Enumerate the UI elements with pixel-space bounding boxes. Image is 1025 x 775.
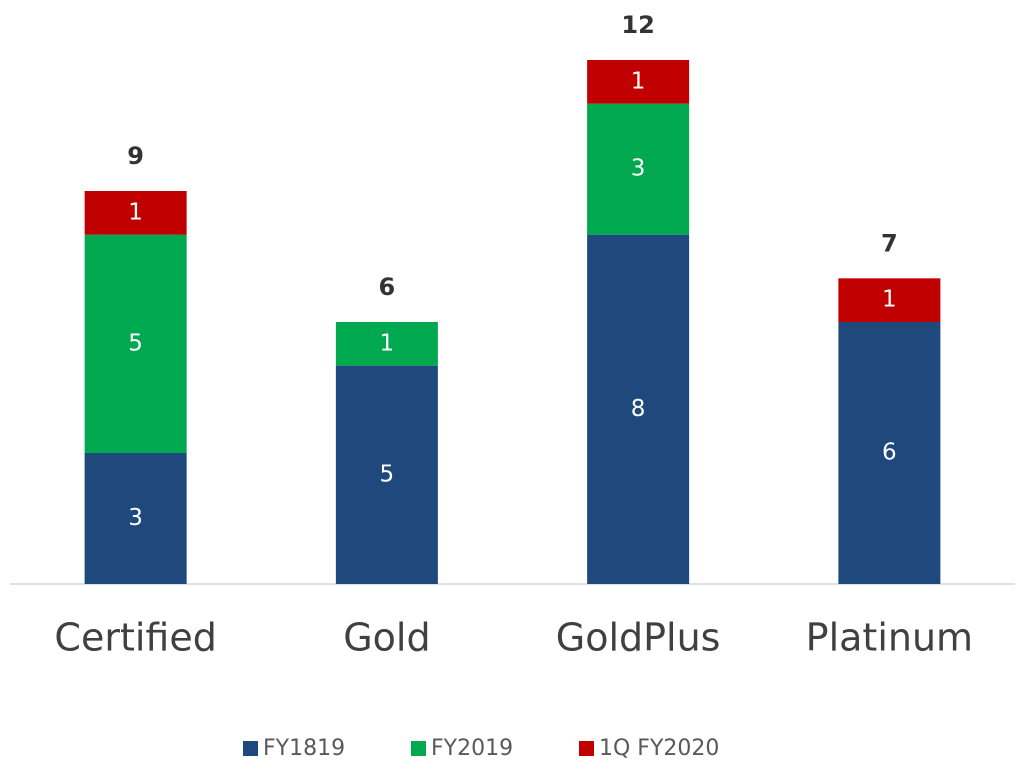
bar-segment [335, 322, 438, 366]
total-label: 6 [379, 273, 396, 301]
x-tick-label: GoldPlus [556, 616, 721, 660]
bar-segment [838, 322, 941, 584]
value-label: 1 [380, 330, 395, 356]
value-label: 8 [631, 396, 646, 422]
legend-swatch [579, 741, 594, 756]
bar-segment [84, 234, 187, 453]
total-label: 12 [621, 11, 654, 39]
value-label: 5 [380, 461, 395, 487]
bar-segment [84, 191, 187, 235]
legend-label: 1Q FY2020 [599, 736, 719, 761]
legend-label: FY2019 [431, 736, 513, 761]
value-label: 5 [128, 330, 143, 356]
x-tick-label: Gold [343, 616, 430, 660]
bar-segment [84, 453, 187, 584]
value-label: 6 [882, 440, 897, 466]
bar-segment [587, 234, 690, 584]
bar-segment [335, 365, 438, 584]
legend-swatch [243, 741, 258, 756]
legend-label: FY1819 [263, 736, 345, 761]
legend-swatch [411, 741, 426, 756]
value-label: 1 [631, 68, 646, 94]
x-tick-label: Platinum [806, 616, 973, 660]
total-label: 9 [127, 142, 144, 170]
bar-segment [838, 278, 941, 322]
value-label: 3 [631, 156, 646, 182]
bar-segment [587, 60, 690, 104]
x-tick-label: Certified [54, 616, 216, 660]
value-label: 1 [128, 199, 143, 225]
total-label: 7 [881, 229, 898, 257]
bar-segment [587, 103, 690, 235]
value-label: 3 [128, 505, 143, 531]
value-label: 1 [882, 287, 897, 313]
